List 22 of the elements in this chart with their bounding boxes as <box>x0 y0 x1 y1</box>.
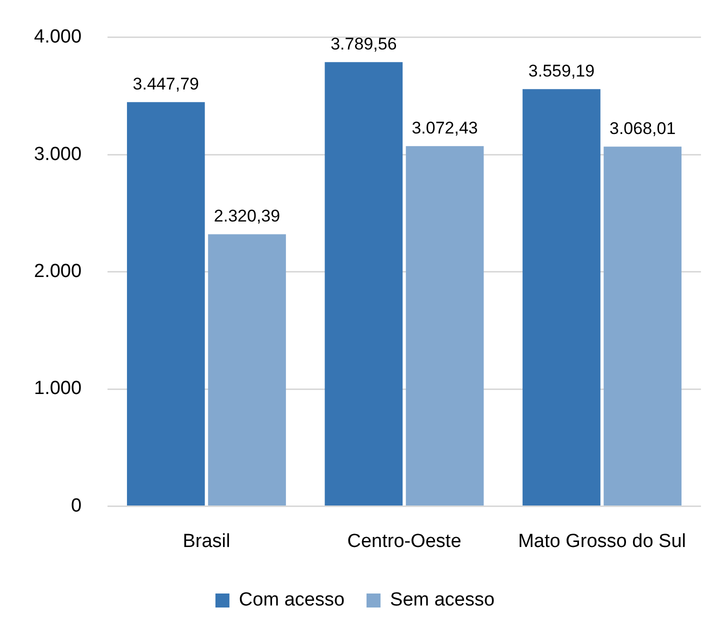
y-tick-label: 1.000 <box>34 378 82 400</box>
bar <box>324 62 403 506</box>
data-label: 3.072,43 <box>412 118 478 138</box>
x-tick-label: Centro-Oeste <box>347 530 462 552</box>
y-tick-label: 3.000 <box>34 144 82 165</box>
bar <box>126 102 205 506</box>
data-label: 3.559,19 <box>528 61 595 80</box>
legend-label: Com acesso <box>238 590 345 611</box>
data-label: 3.447,79 <box>132 74 199 94</box>
bar <box>208 234 286 506</box>
data-label: 2.320,39 <box>214 206 280 226</box>
data-label: 3.789,56 <box>330 34 397 54</box>
x-tick-label: Mato Grosso do Sul <box>518 530 686 552</box>
bar <box>522 89 600 506</box>
y-tick-label: 4.000 <box>34 26 82 48</box>
bar <box>406 146 484 506</box>
y-tick-label: 2.000 <box>34 261 82 282</box>
data-label: 3.068,01 <box>610 118 676 138</box>
legend-label: Sem acesso <box>390 590 495 611</box>
bar <box>604 146 682 506</box>
y-tick-label: 0 <box>70 495 82 516</box>
x-tick-label: Brasil <box>182 530 230 552</box>
